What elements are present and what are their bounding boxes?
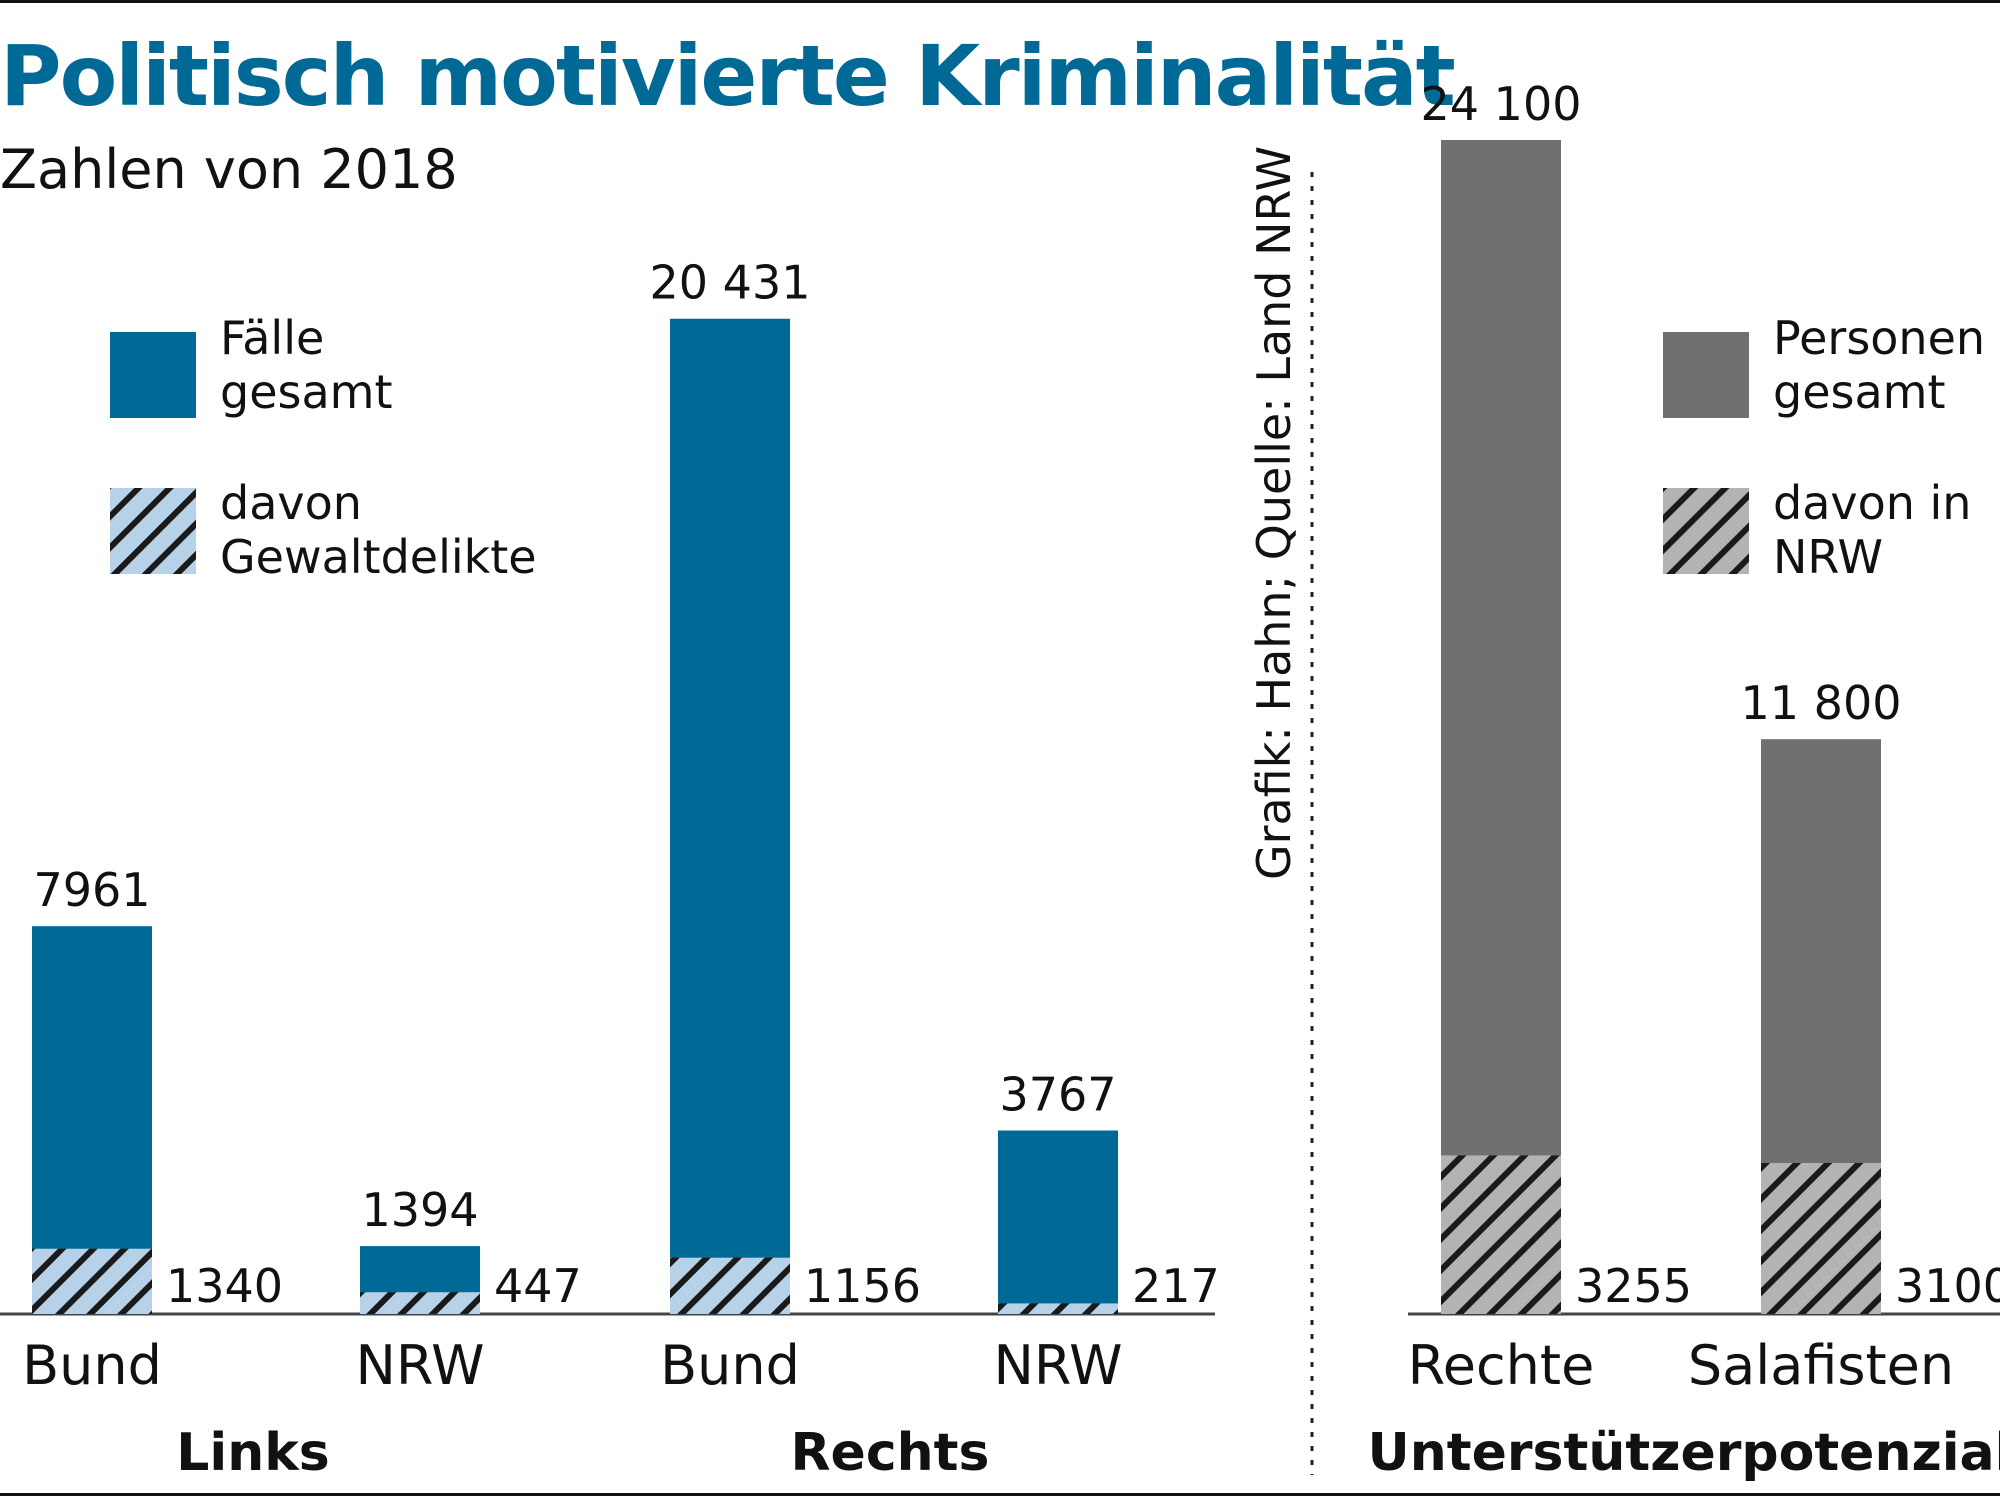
label-part-cases-2: 1156 [804, 1259, 921, 1313]
group-label-cases-1: Rechts [791, 1423, 990, 1483]
label-part-cases-1: 447 [494, 1259, 582, 1313]
category-label-cases-2: Bund [660, 1334, 800, 1397]
legend-label-cases-violent-1: davon [220, 476, 362, 530]
bar-total-cases-3 [998, 1130, 1118, 1314]
legend-label-persons-nrw-1: davon in [1773, 476, 1971, 530]
legend-swatch-cases-violent [110, 488, 196, 574]
legend-swatch-persons-nrw [1663, 488, 1749, 574]
legend-label-persons-total-1: Personen [1773, 311, 1985, 365]
category-label-cases-3: NRW [993, 1334, 1122, 1397]
label-total-persons-0: 24 100 [1421, 77, 1582, 131]
legend-label-cases-total-2: gesamt [220, 365, 393, 419]
bar-part-cases-1 [360, 1292, 480, 1314]
category-label-persons-0: Rechte [1408, 1334, 1595, 1397]
category-label-cases-1: NRW [355, 1334, 484, 1397]
legend-swatch-cases-total [110, 332, 196, 418]
bar-part-persons-0 [1441, 1155, 1561, 1314]
label-total-cases-1: 1394 [361, 1183, 478, 1237]
label-part-persons-0: 3255 [1575, 1259, 1692, 1313]
label-total-cases-0: 7961 [33, 863, 150, 917]
bar-part-cases-2 [670, 1257, 790, 1314]
bar-part-cases-0 [32, 1248, 152, 1314]
label-total-persons-1: 11 800 [1741, 676, 1902, 730]
label-total-cases-3: 3767 [999, 1067, 1116, 1121]
label-part-cases-0: 1340 [166, 1259, 283, 1313]
group-label-persons-0: Unterstützerpotenzial [1368, 1423, 2000, 1483]
group-label-cases-0: Links [176, 1423, 330, 1483]
label-part-cases-3: 217 [1132, 1259, 1220, 1313]
category-label-persons-1: Salafisten [1688, 1334, 1954, 1397]
chart-title: Politisch motivierte Kriminalität [0, 27, 1456, 125]
bar-total-cases-2 [670, 318, 790, 1314]
bar-total-persons-0 [1441, 140, 1561, 1314]
bar-part-cases-3 [998, 1303, 1118, 1314]
chart-subtitle: Zahlen von 2018 [0, 138, 458, 201]
legend-swatch-persons-total [1663, 332, 1749, 418]
legend-label-cases-total-1: Fälle [220, 311, 324, 365]
legend-label-persons-nrw-2: NRW [1773, 530, 1883, 584]
legend-label-cases-violent-2: Gewaltdelikte [220, 530, 537, 584]
label-total-cases-2: 20 431 [650, 256, 811, 310]
source-credit: Grafik: Hahn; Quelle: Land NRW [1247, 146, 1301, 880]
legend-label-persons-total-2: gesamt [1773, 365, 1946, 419]
label-part-persons-1: 3100 [1895, 1259, 2000, 1313]
bar-part-persons-1 [1761, 1162, 1881, 1314]
category-label-cases-0: Bund [22, 1334, 162, 1397]
